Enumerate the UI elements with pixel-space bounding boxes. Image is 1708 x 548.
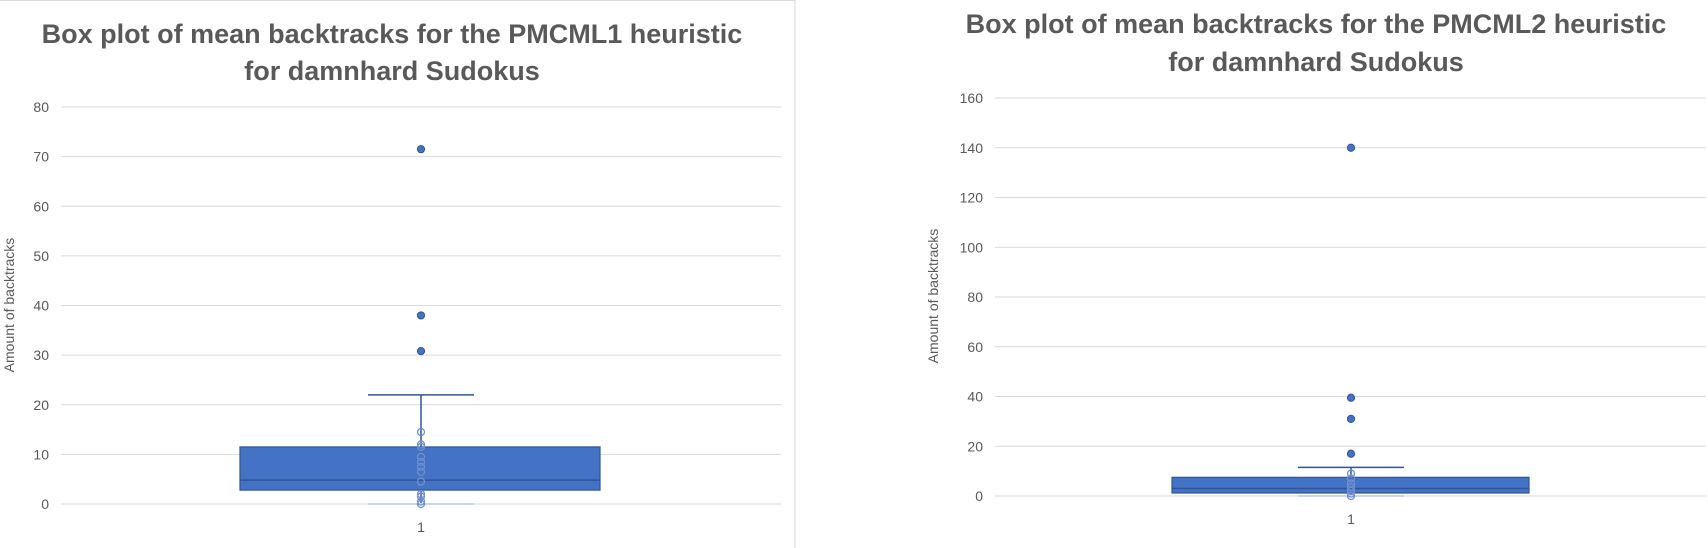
y-tick-label: 40 — [33, 298, 49, 314]
data-point — [416, 440, 426, 449]
box-plot-chart-2[interactable]: Box plot of mean backtracks for the PMCM… — [925, 9, 1706, 527]
data-point — [416, 492, 426, 501]
outlier-point — [1346, 143, 1356, 152]
y-tick-label: 80 — [33, 99, 49, 115]
data-point — [416, 477, 426, 486]
data-point — [416, 467, 426, 476]
data-point — [416, 442, 426, 452]
y-tick-label: 20 — [967, 438, 983, 454]
gridlines — [995, 97, 1706, 497]
y-tick-label: 60 — [33, 198, 49, 214]
y-tick-label: 60 — [967, 339, 983, 355]
y-tick-label: 50 — [33, 248, 49, 264]
y-tick-labels: 0 20 40 60 80 100 120 140 160 — [960, 90, 984, 504]
data-point — [1346, 483, 1356, 492]
box-plot-series[interactable] — [1171, 143, 1530, 501]
outlier-point — [416, 347, 426, 356]
y-tick-label: 0 — [975, 488, 983, 504]
outlier-point — [1346, 393, 1356, 402]
outlier-point — [416, 145, 426, 154]
y-axis-label: Amount of backtracks — [1, 238, 17, 373]
y-tick-label: 160 — [960, 90, 984, 106]
y-tick-label: 120 — [960, 190, 984, 206]
y-tick-label: 140 — [960, 140, 984, 156]
y-tick-label: 20 — [33, 397, 49, 413]
y-tick-label: 100 — [960, 239, 984, 255]
chart-title-line-1: Box plot of mean backtracks for the PMCM… — [42, 19, 743, 49]
data-point — [1346, 491, 1356, 501]
x-tick-label: 1 — [1347, 511, 1355, 527]
data-point — [1346, 489, 1356, 498]
data-point — [416, 427, 426, 437]
chart-title-line-2: for damnhard Sudokus — [244, 56, 540, 86]
y-tick-label: 10 — [33, 446, 49, 462]
chart-title-line-1: Box plot of mean backtracks for the PMCM… — [966, 9, 1667, 39]
y-tick-label: 40 — [967, 389, 983, 405]
data-point — [416, 489, 426, 499]
data-point — [1346, 474, 1356, 483]
x-tick-label: 1 — [417, 519, 425, 535]
data-point — [416, 452, 426, 462]
box-plot-chart-1[interactable]: Box plot of mean backtracks for the PMCM… — [1, 19, 781, 535]
y-axis-label: Amount of backtracks — [925, 229, 941, 364]
y-tick-label: 70 — [33, 149, 49, 165]
y-tick-label: 80 — [967, 289, 983, 305]
y-tick-labels: 0 10 20 30 40 50 60 70 80 — [33, 99, 49, 512]
outlier-point — [1346, 414, 1356, 423]
data-point — [416, 462, 426, 471]
box-plot-series[interactable] — [239, 145, 601, 509]
y-tick-label: 0 — [41, 496, 49, 512]
outlier-point — [416, 311, 426, 320]
y-tick-label: 30 — [33, 347, 49, 363]
chart-title-line-2: for damnhard Sudokus — [1168, 47, 1464, 77]
outlier-point — [1346, 449, 1356, 458]
data-point — [1346, 469, 1356, 478]
data-point — [1346, 479, 1356, 488]
data-point — [416, 457, 426, 466]
